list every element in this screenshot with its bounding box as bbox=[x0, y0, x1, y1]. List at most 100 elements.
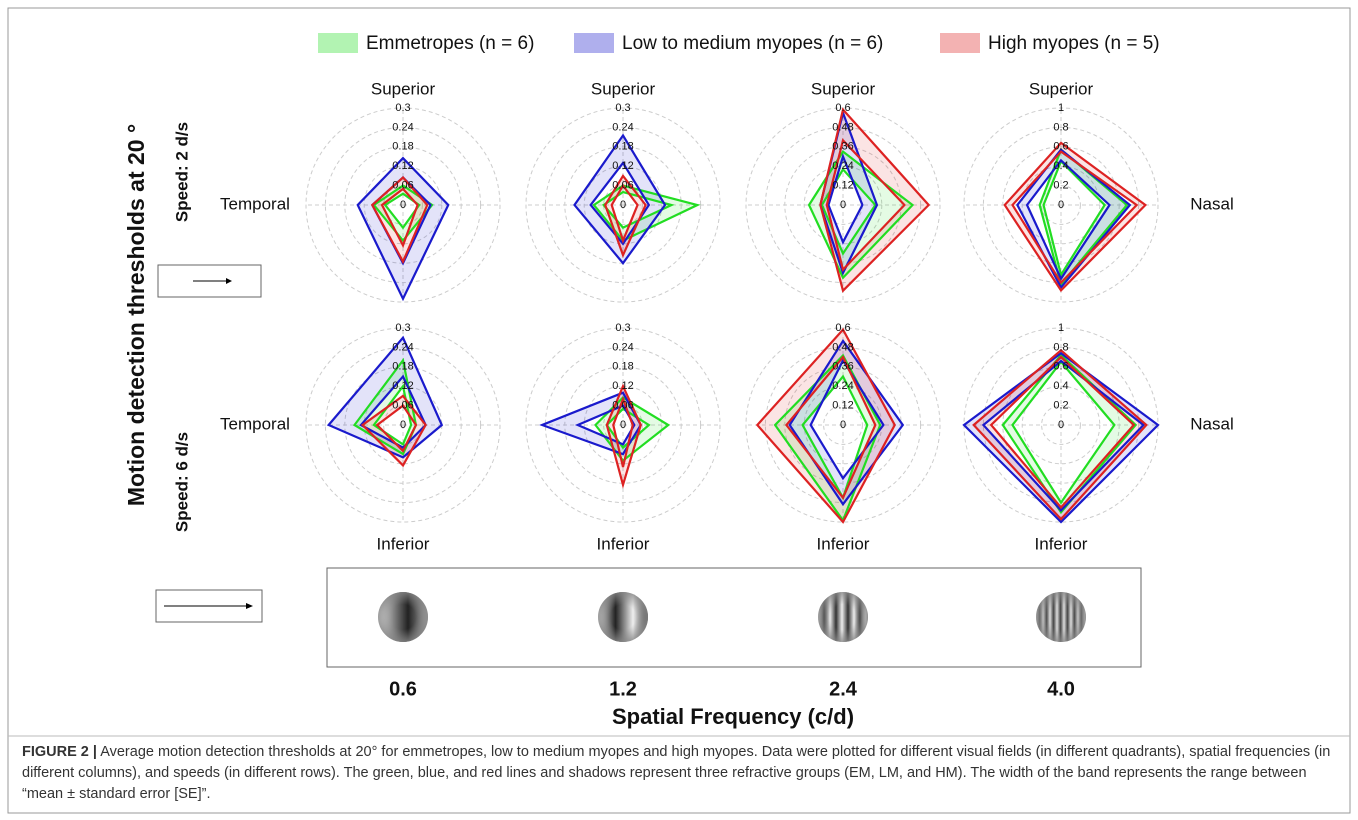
grid-ring bbox=[525, 107, 721, 303]
lower-line bbox=[610, 183, 639, 244]
band bbox=[964, 353, 1158, 522]
upper-line bbox=[360, 394, 427, 468]
legend-label: High myopes (n = 5) bbox=[988, 33, 1160, 54]
r-tick-label: 0.12 bbox=[392, 160, 413, 172]
r-tick-label: 0.12 bbox=[612, 160, 633, 172]
r-tick-label: 0.24 bbox=[392, 341, 413, 353]
grid-ring bbox=[803, 385, 883, 465]
upper-line bbox=[1003, 141, 1148, 293]
direction-label: Superior bbox=[591, 79, 656, 98]
lower-line bbox=[1011, 360, 1116, 505]
legend-swatch bbox=[318, 33, 358, 53]
grid-ring bbox=[363, 165, 443, 245]
frame bbox=[7, 7, 1351, 814]
r-tick-label: 0.8 bbox=[1053, 121, 1068, 133]
grid-ring bbox=[544, 126, 702, 284]
r-tick-label: 0 bbox=[620, 199, 626, 211]
arrow-box bbox=[155, 589, 263, 623]
grid-ring bbox=[525, 327, 721, 523]
r-tick-label: 0.2 bbox=[1053, 180, 1068, 192]
upper-line bbox=[972, 348, 1148, 521]
r-tick-label: 0.8 bbox=[1053, 341, 1068, 353]
column-label: 2.4 bbox=[829, 678, 858, 700]
r-tick-label: 0.18 bbox=[612, 141, 633, 153]
upper-line bbox=[1016, 148, 1132, 290]
grid-ring bbox=[1041, 185, 1081, 225]
legend-swatch bbox=[940, 33, 980, 53]
r-tick-label: 0.4 bbox=[1053, 160, 1068, 172]
direction-label: Inferior bbox=[1035, 534, 1088, 553]
legend-label: Emmetropes (n = 6) bbox=[366, 33, 534, 54]
arrow-box bbox=[157, 264, 262, 298]
lower-line bbox=[1011, 150, 1139, 285]
upper-line bbox=[356, 156, 450, 302]
r-tick-label: 0.3 bbox=[395, 322, 410, 334]
r-tick-label: 0 bbox=[840, 419, 846, 431]
grid-ring bbox=[344, 366, 462, 484]
upper-line bbox=[807, 150, 915, 280]
band bbox=[362, 395, 426, 466]
grid-ring bbox=[823, 405, 863, 445]
x-title: Spatial Frequency (c/d) bbox=[612, 704, 854, 729]
r-tick-label: 0.24 bbox=[612, 121, 633, 133]
caption: FIGURE 2 | Average motion detection thre… bbox=[22, 742, 1340, 805]
direction-label: Nasal bbox=[1190, 414, 1233, 433]
upper-line bbox=[352, 357, 418, 456]
grid-ring bbox=[1002, 146, 1120, 264]
r-tick-label: 0.12 bbox=[832, 400, 853, 412]
r-tick-label: 0 bbox=[840, 199, 846, 211]
grid-ring bbox=[784, 146, 902, 264]
lower-line bbox=[989, 355, 1136, 510]
band bbox=[595, 397, 669, 461]
lower-line bbox=[1025, 158, 1111, 281]
legend-label: Low to medium myopes (n = 6) bbox=[622, 33, 883, 54]
lower-line bbox=[375, 404, 418, 453]
arrow-head bbox=[246, 603, 253, 609]
upper-line bbox=[326, 335, 444, 459]
r-tick-label: 0 bbox=[620, 419, 626, 431]
lower-line bbox=[605, 407, 651, 450]
lower-line bbox=[612, 396, 634, 468]
direction-label: Superior bbox=[371, 79, 436, 98]
r-tick-label: 0 bbox=[1058, 419, 1064, 431]
r-tick-label: 0.6 bbox=[1053, 361, 1068, 373]
lower-line bbox=[827, 153, 864, 245]
r-tick-label: 0.12 bbox=[832, 180, 853, 192]
r-tick-label: 0.3 bbox=[395, 102, 410, 114]
grid-ring bbox=[764, 126, 922, 284]
grid-ring bbox=[324, 346, 482, 504]
r-tick-label: 0.48 bbox=[832, 121, 853, 133]
gabor-patches bbox=[378, 592, 1086, 642]
r-tick-label: 0.18 bbox=[392, 141, 413, 153]
lower-line bbox=[601, 190, 675, 229]
upper-line bbox=[1001, 353, 1138, 515]
upper-line bbox=[788, 338, 905, 507]
upper-line bbox=[819, 107, 931, 293]
r-tick-label: 0.12 bbox=[392, 380, 413, 392]
direction-label: Temporal bbox=[220, 194, 290, 213]
lower-line bbox=[380, 187, 419, 249]
upper-line bbox=[370, 175, 429, 265]
r-tick-label: 0.4 bbox=[1053, 380, 1068, 392]
legend-swatch bbox=[574, 33, 614, 53]
direction-label: Inferior bbox=[377, 534, 430, 553]
grid-ring bbox=[784, 366, 902, 484]
lower-line bbox=[825, 138, 906, 272]
arrow-head bbox=[226, 278, 232, 284]
y-title: Motion detection thresholds at 20 ° bbox=[123, 124, 149, 506]
grid-ring bbox=[305, 107, 501, 303]
r-tick-label: 0 bbox=[1058, 199, 1064, 211]
r-tick-label: 0.06 bbox=[392, 180, 413, 192]
lower-line bbox=[785, 355, 877, 500]
upper-line bbox=[755, 327, 896, 524]
r-tick-label: 1 bbox=[1058, 322, 1064, 334]
upper-line bbox=[594, 396, 671, 463]
r-tick-label: 1 bbox=[1058, 102, 1064, 114]
lower-line bbox=[981, 359, 1146, 512]
grid-ring bbox=[1041, 405, 1081, 445]
r-tick-label: 0 bbox=[400, 419, 406, 431]
grid-ring bbox=[1021, 385, 1101, 465]
r-tick-label: 0.2 bbox=[1053, 400, 1068, 412]
grid-ring bbox=[1021, 165, 1101, 245]
upper-line bbox=[604, 173, 647, 259]
